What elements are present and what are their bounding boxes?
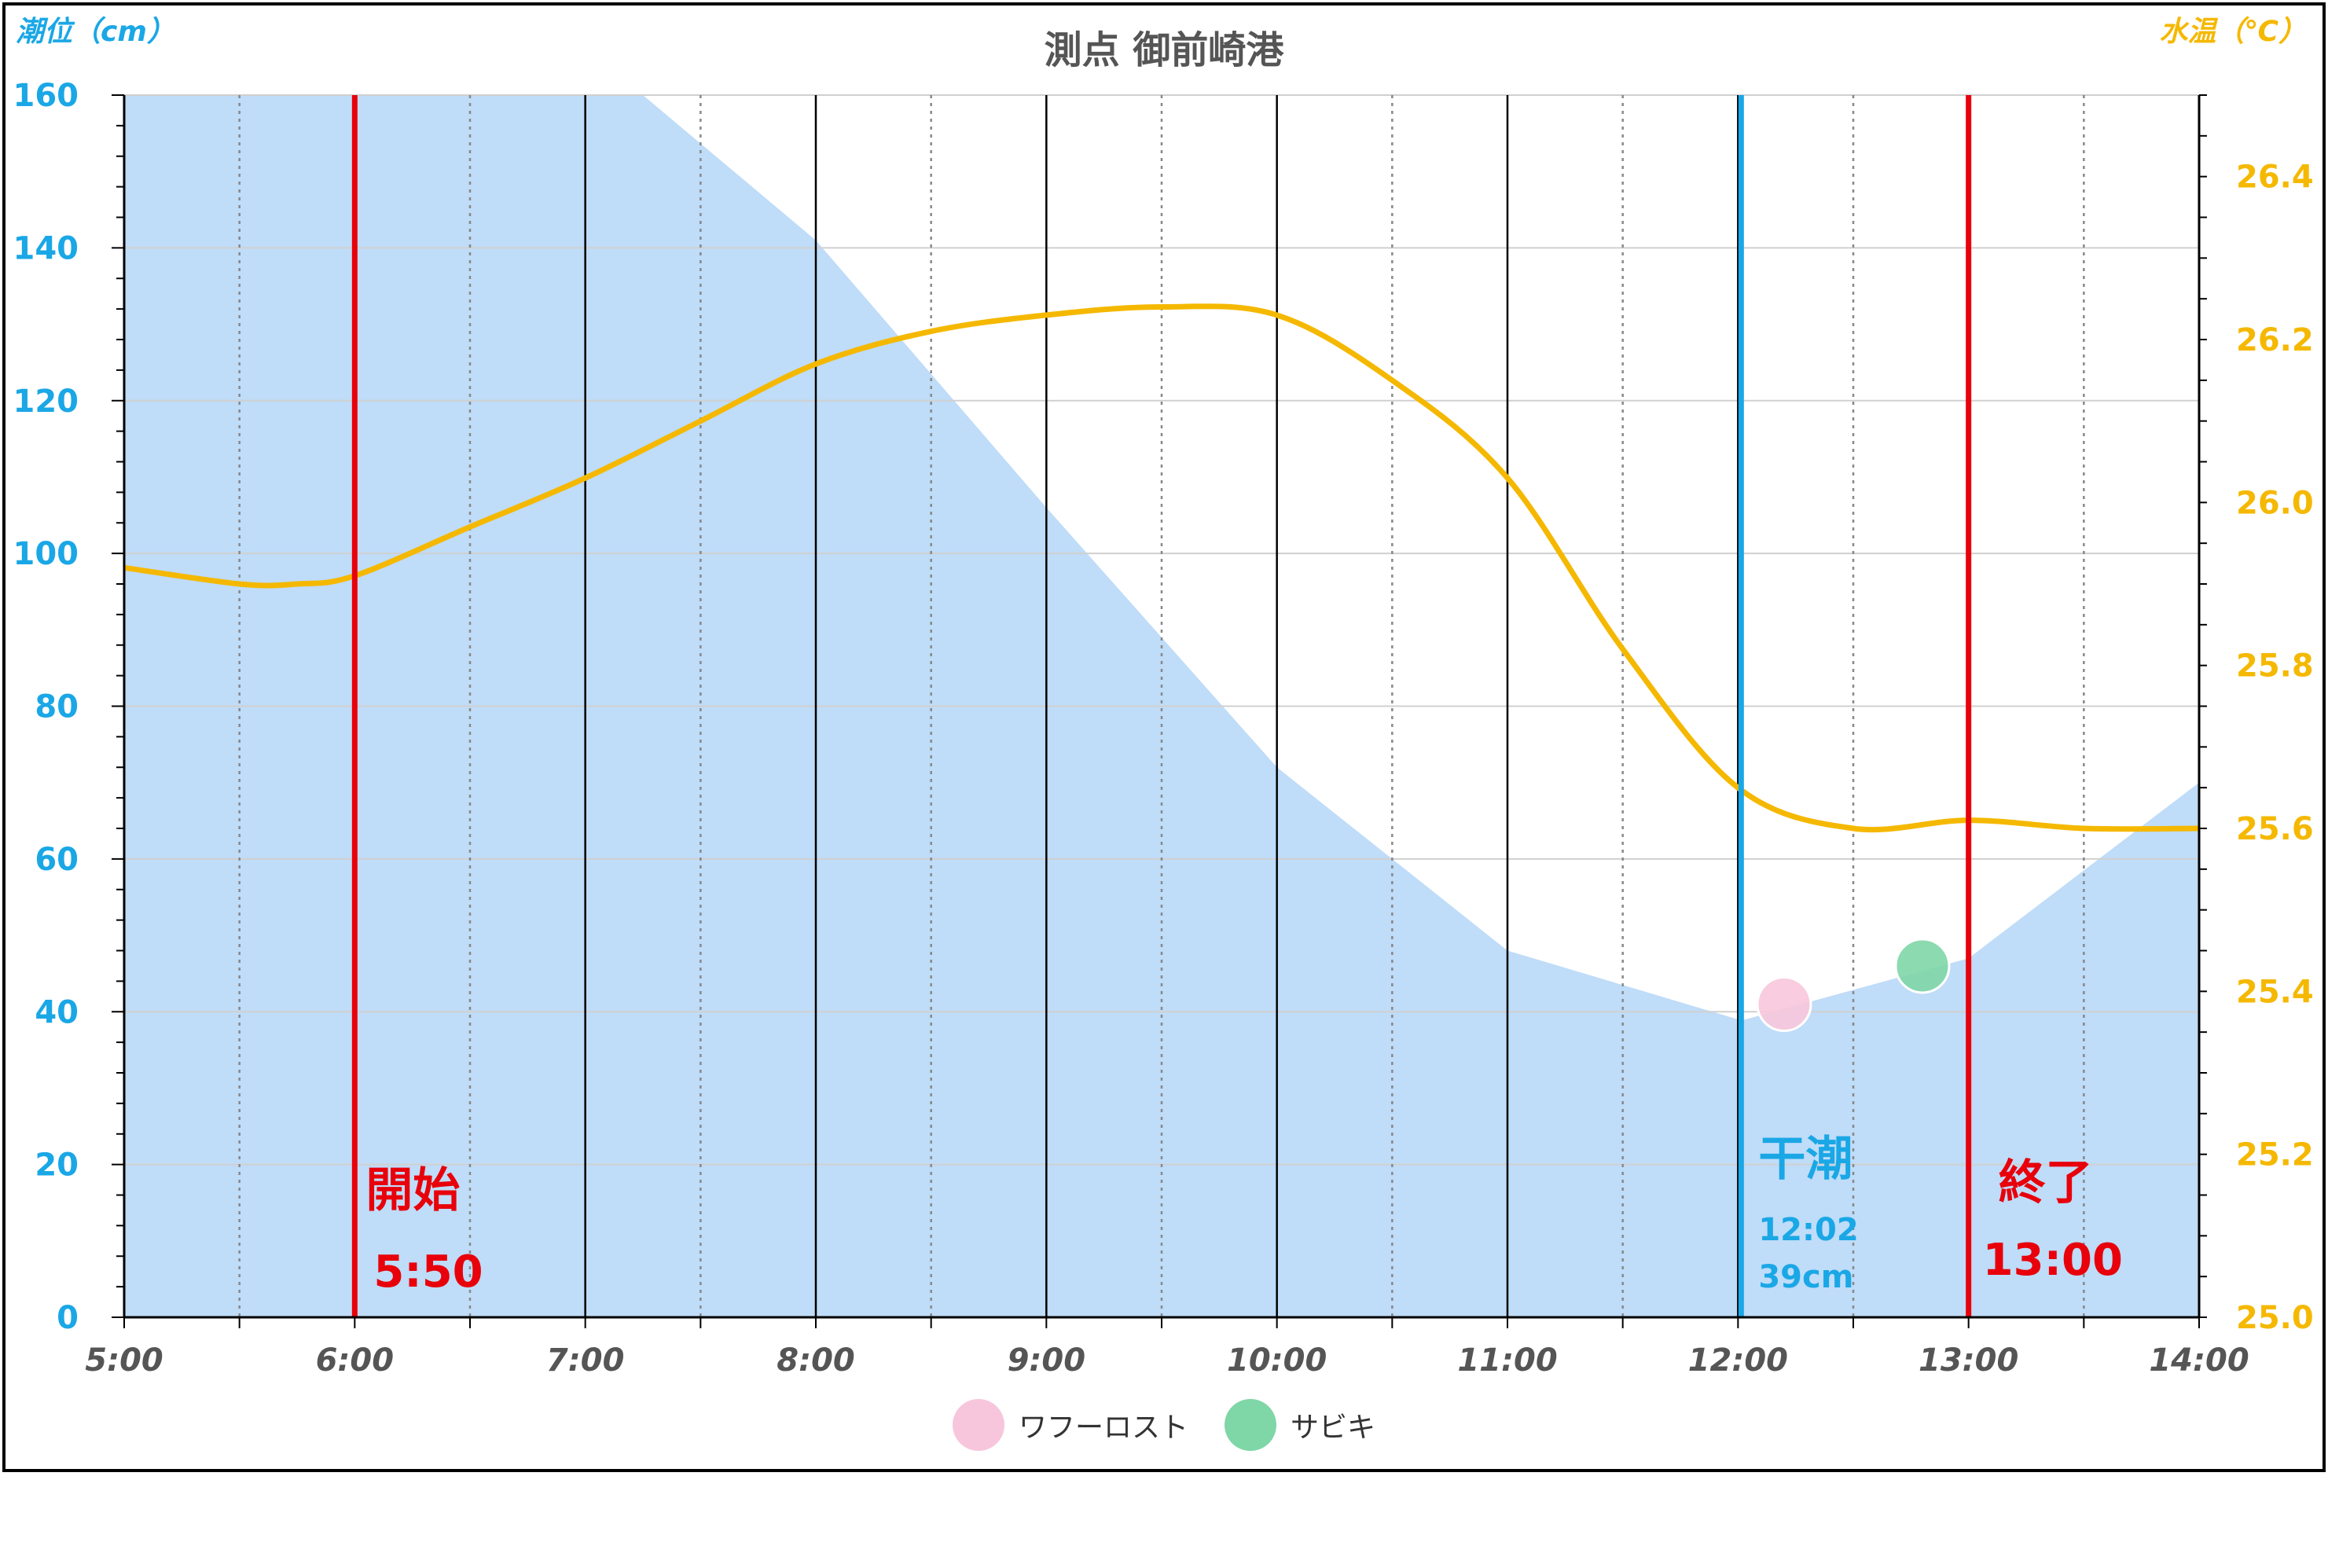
- right-tick-label: 25.8: [2236, 648, 2314, 685]
- right-tick-label: 25.4: [2236, 974, 2314, 1010]
- right-tick-label: 26.4: [2236, 160, 2314, 196]
- left-tick-label: 80: [35, 689, 79, 725]
- catch-point-sabiki: [1894, 938, 1951, 994]
- end-time: 13:00: [1983, 1235, 2123, 1286]
- left-tick-label: 100: [13, 536, 79, 572]
- x-tick-label: 9:00: [1008, 1342, 1086, 1379]
- left-tick-label: 160: [13, 78, 79, 114]
- x-tick-label: 5:00: [85, 1342, 163, 1379]
- left-tick-label: 0: [57, 1300, 79, 1336]
- right-tick-label: 25.2: [2236, 1137, 2314, 1173]
- low-tide-level: 39cm: [1758, 1259, 1853, 1295]
- temperature-line: [123, 303, 2200, 833]
- x-tick-label: 7:00: [546, 1342, 625, 1379]
- low-tide-time: 12:02: [1758, 1212, 1858, 1248]
- x-tick-label: 11:00: [1457, 1342, 1557, 1379]
- x-tick-label: 12:00: [1688, 1342, 1788, 1379]
- left-tick-label: 120: [13, 384, 79, 420]
- x-tick-label: 10:00: [1227, 1342, 1327, 1379]
- legend-swatch-wafu: [952, 1399, 1004, 1451]
- legend-label-wafu: ワフーロスト: [1018, 1412, 1188, 1444]
- left-tick-label: 20: [35, 1148, 79, 1184]
- chart-title: 測点 御前崎港: [1045, 28, 1285, 72]
- start-time: 5:50: [373, 1247, 483, 1298]
- left-tick-label: 40: [35, 994, 79, 1030]
- legend-swatch-sabiki: [1225, 1399, 1276, 1451]
- x-tick-label: 6:00: [316, 1342, 395, 1379]
- right-tick-label: 25.6: [2236, 811, 2314, 847]
- legend: ワフーロスト サビキ: [0, 1399, 2328, 1451]
- x-tick-label: 13:00: [1919, 1342, 2018, 1379]
- end-label: 終了: [1999, 1155, 2093, 1210]
- catch-point-wafu: [1756, 976, 1812, 1033]
- x-tick-label: 8:00: [777, 1342, 855, 1379]
- start-label: 開始: [365, 1163, 460, 1218]
- legend-item-wafu: ワフーロスト: [952, 1399, 1188, 1451]
- left-tick-label: 140: [13, 230, 79, 266]
- legend-item-sabiki: サビキ: [1225, 1399, 1375, 1451]
- left-tick-label: 60: [35, 842, 79, 878]
- right-tick-label: 26.2: [2236, 322, 2314, 358]
- left-axis-label: 潮位（cm）: [16, 16, 175, 48]
- low-tide-label: 干潮: [1758, 1132, 1852, 1187]
- right-axis-label: 水温（℃）: [2159, 16, 2307, 48]
- right-tick-label: 25.0: [2236, 1300, 2314, 1336]
- x-tick-label: 14:00: [2149, 1342, 2249, 1379]
- right-tick-label: 26.0: [2236, 485, 2314, 521]
- legend-label-sabiki: サビキ: [1291, 1412, 1376, 1444]
